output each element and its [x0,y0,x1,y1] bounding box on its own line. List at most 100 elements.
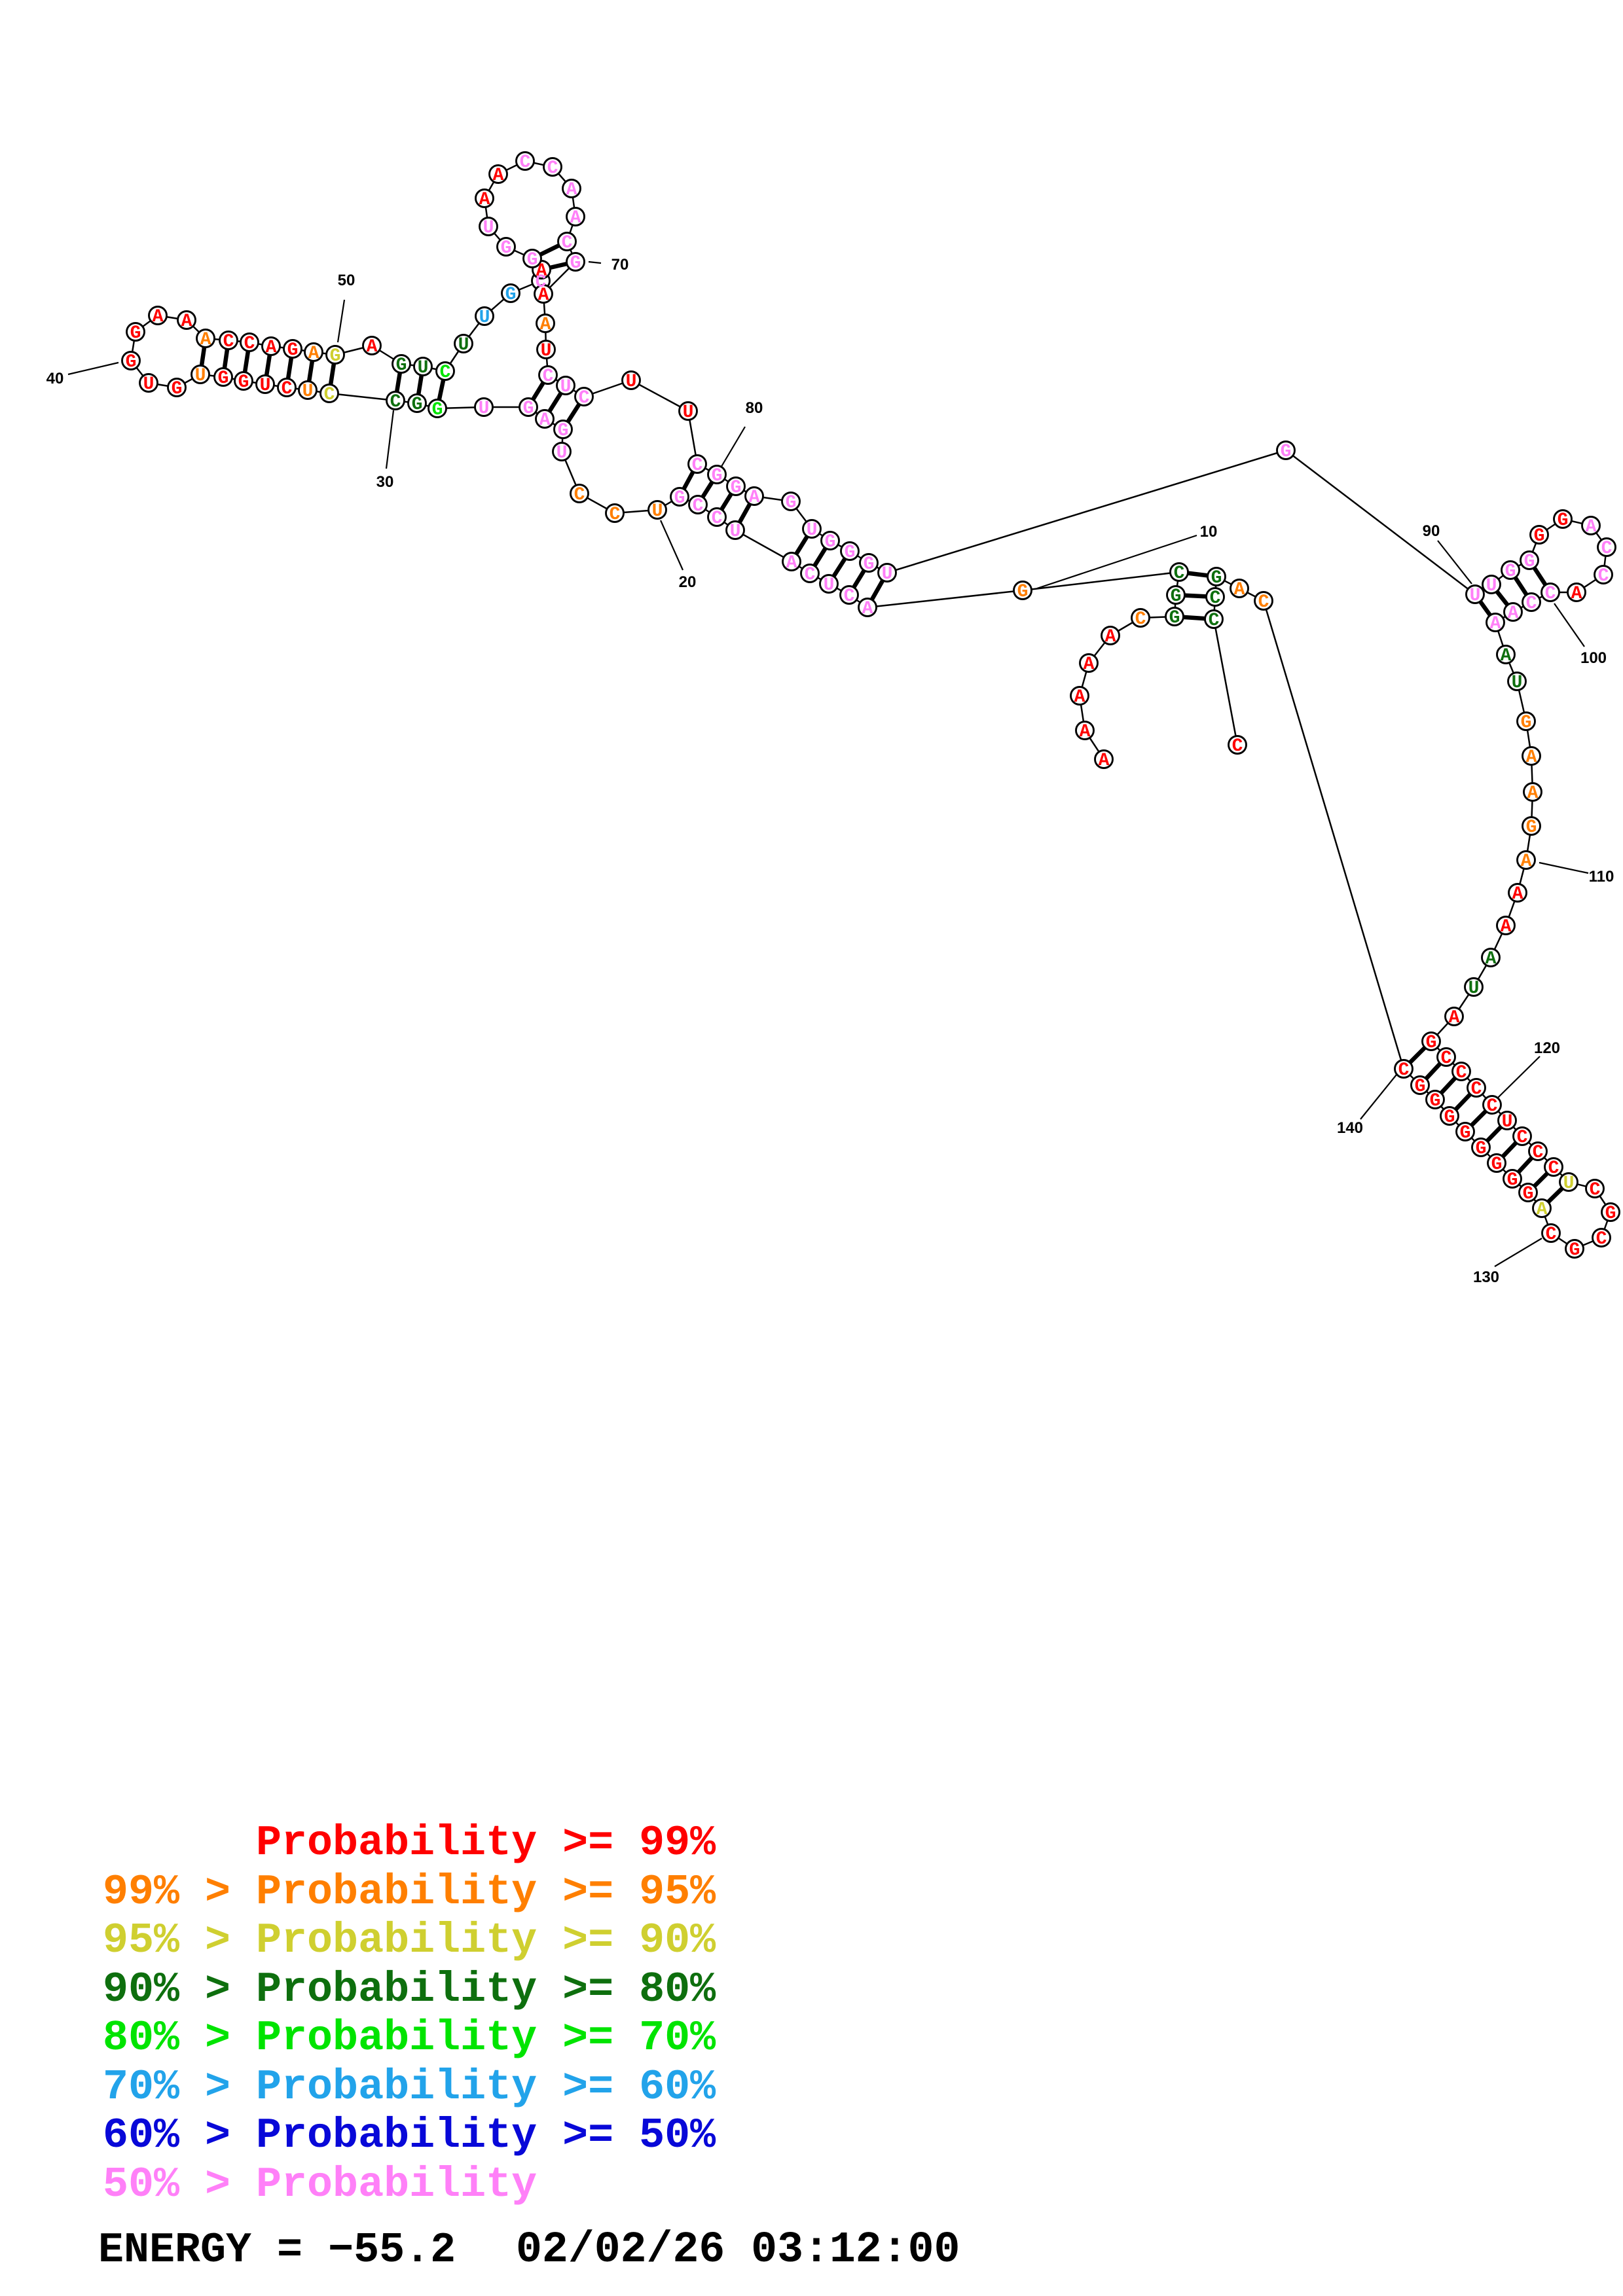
svg-text:50% > Probability: 50% > Probability [103,2161,537,2209]
svg-text:02/02/26 03:12:00: 02/02/26 03:12:00 [516,2225,960,2274]
svg-text:G: G [825,532,836,552]
svg-text:C: C [579,388,590,408]
svg-text:G: G [1505,562,1516,582]
svg-text:U: U [143,374,155,395]
svg-text:U: U [541,341,552,361]
svg-text:U: U [824,575,835,596]
svg-text:C: C [1526,594,1537,614]
svg-text:A: A [538,285,549,306]
svg-text:C: C [574,485,585,505]
svg-text:70: 70 [611,256,629,274]
svg-text:C: C [547,158,558,179]
svg-text:G: G [523,399,534,419]
svg-text:A: A [1105,627,1116,647]
svg-text:U: U [479,399,490,419]
svg-text:C: C [1258,592,1269,613]
svg-text:C: C [223,332,234,352]
svg-text:Probability >= 99%: Probability >= 99% [256,1819,716,1867]
svg-text:C: C [1232,736,1243,757]
svg-text:100: 100 [1580,649,1607,667]
svg-text:A: A [1074,687,1085,708]
svg-text:A: A [153,307,164,327]
svg-text:70% > Probability >= 60%: 70% > Probability >= 60% [103,2063,716,2111]
svg-text:G: G [1017,582,1029,602]
svg-text:G: G [432,400,443,420]
svg-text:A: A [479,190,490,210]
svg-text:C: C [536,272,547,293]
svg-text:G: G [674,488,685,509]
svg-text:A: A [181,312,192,332]
svg-text:90: 90 [1423,522,1440,540]
svg-text:C: C [520,152,531,173]
svg-text:U: U [302,382,314,402]
svg-text:ENERGY = −55.2: ENERGY = −55.2 [98,2226,456,2274]
svg-text:G: G [412,395,423,415]
svg-text:50: 50 [338,272,356,289]
svg-text:U: U [652,501,663,522]
svg-text:A: A [540,315,551,335]
svg-text:C: C [244,334,255,354]
svg-text:120: 120 [1534,1039,1560,1057]
svg-text:A: A [862,599,873,619]
svg-text:80: 80 [746,399,763,417]
svg-text:60% > Probability >= 50%: 60% > Probability >= 50% [103,2111,716,2160]
svg-text:A: A [566,180,577,200]
svg-text:G: G [1415,1077,1426,1097]
svg-text:110: 110 [1589,868,1614,886]
svg-text:G: G [130,323,141,344]
svg-text:C: C [1517,1128,1528,1148]
svg-text:G: G [864,554,875,575]
svg-text:U: U [560,377,572,397]
svg-text:G: G [1460,1123,1471,1143]
svg-text:A: A [1486,949,1497,969]
svg-text:G: G [558,421,569,441]
svg-text:U: U [882,564,893,584]
svg-text:C: C [1441,1049,1452,1069]
svg-text:A: A [1501,646,1512,666]
svg-text:C: C [562,233,573,253]
svg-text:G: G [1526,817,1537,838]
svg-text:C: C [844,586,855,607]
svg-text:G: G [1444,1107,1455,1128]
svg-text:U: U [1512,673,1523,693]
svg-text:C: C [324,385,335,405]
svg-text:G: G [570,253,581,274]
svg-text:G: G [1281,442,1292,462]
svg-text:A: A [1508,603,1519,624]
svg-text:A: A [1080,722,1091,742]
svg-text:U: U [1502,1112,1513,1132]
svg-text:G: G [1569,1240,1580,1261]
svg-text:U: U [807,520,818,541]
svg-text:A: A [1571,584,1582,604]
svg-text:U: U [483,218,494,238]
svg-text:G: G [786,493,797,513]
svg-text:U: U [626,372,637,392]
svg-text:20: 20 [679,573,697,591]
svg-text:G: G [1171,586,1182,607]
svg-text:G: G [218,368,229,389]
svg-text:C: C [543,367,554,387]
svg-text:C: C [440,363,451,383]
svg-text:C: C [1598,566,1609,586]
svg-text:C: C [1174,564,1185,584]
svg-text:80% > Probability >= 70%: 80% > Probability >= 70% [103,2014,716,2062]
svg-text:A: A [266,338,277,358]
svg-text:U: U [195,366,206,386]
svg-text:G: G [712,466,723,486]
svg-text:G: G [287,340,299,361]
svg-text:A: A [1512,884,1523,905]
svg-text:G: G [238,372,249,393]
svg-text:G: G [501,238,512,259]
svg-text:C: C [693,496,704,516]
svg-text:A: A [1099,751,1110,771]
svg-text:U: U [260,376,271,396]
svg-text:C: C [1546,1225,1557,1245]
svg-text:U: U [683,403,694,423]
svg-text:U: U [1470,586,1481,606]
svg-text:C: C [1545,584,1556,604]
svg-text:U: U [730,522,741,542]
svg-text:A: A [1586,517,1597,537]
svg-text:G: G [505,285,517,305]
svg-text:G: G [172,379,183,399]
svg-text:U: U [479,308,490,328]
